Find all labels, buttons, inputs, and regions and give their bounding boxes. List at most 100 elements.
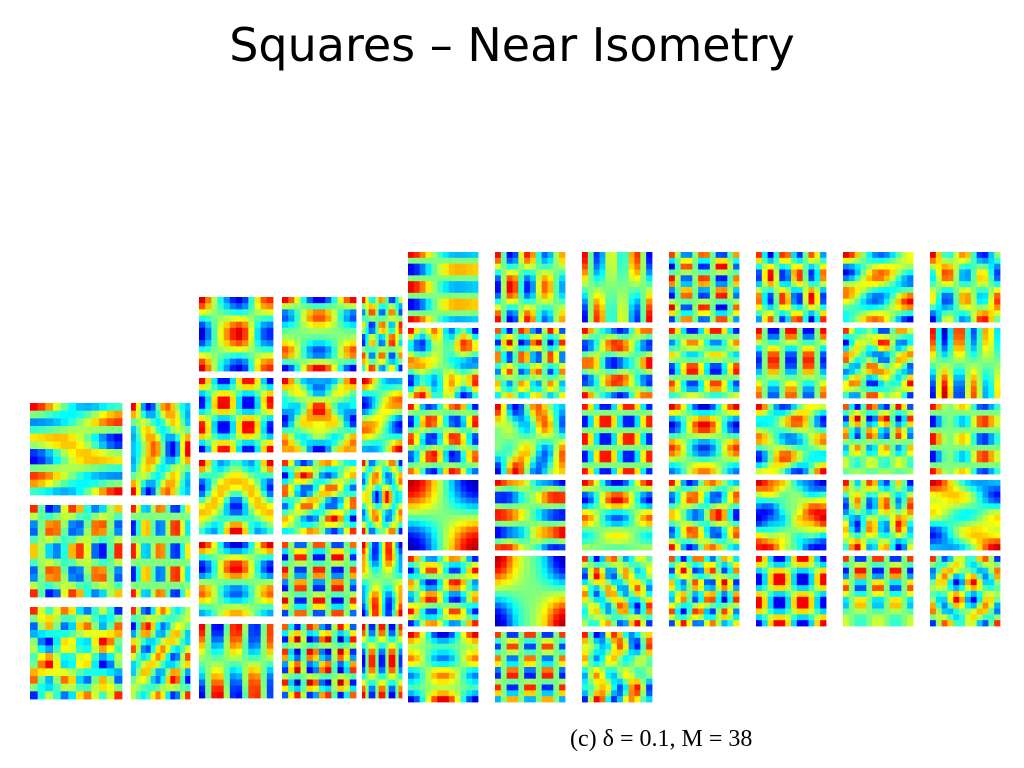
tile-cell [325,566,332,574]
tile-cell [266,497,274,504]
tile-cell [185,607,191,616]
tile-cell [150,668,156,677]
tile-cell [382,421,386,428]
tile-cell [242,321,249,329]
tile-cell [593,263,600,270]
tile-cell [83,418,92,427]
tile-cell [312,378,320,385]
tile-cell [337,490,345,498]
tile-cell [319,691,326,699]
tile-cell [312,466,320,473]
tile-cell [587,374,595,381]
tile-cell [466,252,473,259]
tile-cell [368,548,373,555]
tile-cell [343,340,351,347]
tile-cell [553,304,560,311]
tile-cell [553,287,560,294]
tile-cell [889,316,896,323]
tile-cell [229,309,237,316]
tile-cell [30,574,39,583]
tile-cell [368,421,373,428]
tile-cell [506,357,513,364]
tile-cell [820,345,827,352]
tile-cell [343,478,351,486]
tile-cell [131,403,137,412]
tile-cell [106,551,115,560]
tile-cell [343,661,351,668]
tile-cell [76,418,85,427]
tile-cell [854,263,861,270]
tile-cell [628,292,635,300]
tile-cell [288,427,295,434]
tile-cell [680,304,687,311]
tile-cell [114,589,123,598]
tile-cell [83,479,92,488]
tile-cell [593,316,600,323]
tile-cell [814,269,821,276]
tile-cell [155,683,161,692]
tile-cell [398,603,403,611]
tile-cell [236,484,243,492]
tile-cell [319,390,326,397]
tile-cell [365,433,370,441]
tile-cell [395,591,400,598]
tile-cell [337,478,345,486]
tile-cell [294,521,301,529]
tile-cell [395,460,400,467]
tile-cell [211,609,218,617]
tile-cell [223,433,231,441]
tile-cell [76,487,85,496]
tile-cell [378,408,383,416]
tile-cell [145,589,152,598]
tile-cell [398,624,403,631]
tile-cell [382,390,386,397]
tile-cell [331,415,338,422]
tile-cell [466,304,473,311]
tile-cell [114,487,123,496]
tile-cell [362,560,366,568]
tile-cell [443,345,450,352]
tile-cell [680,252,687,259]
tile-cell [145,464,152,473]
tile-cell [628,316,635,323]
tile-cell [878,292,885,300]
tile-cell [848,298,856,305]
tile-cell [843,252,850,259]
tile-cell [294,478,301,486]
tile-cell [779,351,786,358]
tile-cell [325,472,332,479]
tile-cell [211,460,218,467]
tile-cell [140,487,147,496]
tile-cell [312,303,320,310]
tile-cell [704,392,711,399]
tile-cell [408,328,415,335]
tile-cell [935,368,943,376]
tile-cell [180,464,186,473]
tile-cell [779,380,786,387]
tile-cell [319,548,326,555]
tile-cell [365,685,370,693]
tile-cell [76,581,85,590]
tile-cell [646,357,653,364]
tile-cell [378,579,383,586]
tile-cell [368,648,373,656]
tile-cell [976,269,983,276]
tile-cell [242,679,249,687]
tile-cell [472,263,479,270]
tile-cell [408,386,415,393]
tile-cell [907,292,914,300]
tile-cell [312,654,320,662]
tile-cell [217,648,225,656]
tile-cell [319,661,326,668]
tile-cell [343,466,351,473]
tile-cell [392,327,396,335]
tile-cell [547,368,554,376]
tile-cell [692,275,699,282]
tile-cell [953,392,960,399]
tile-cell [408,339,415,346]
tile-cell [709,292,717,300]
tile-cell [970,304,978,311]
tile-cell [460,263,467,270]
tile-cell [312,585,320,592]
tile-cell [385,484,390,492]
